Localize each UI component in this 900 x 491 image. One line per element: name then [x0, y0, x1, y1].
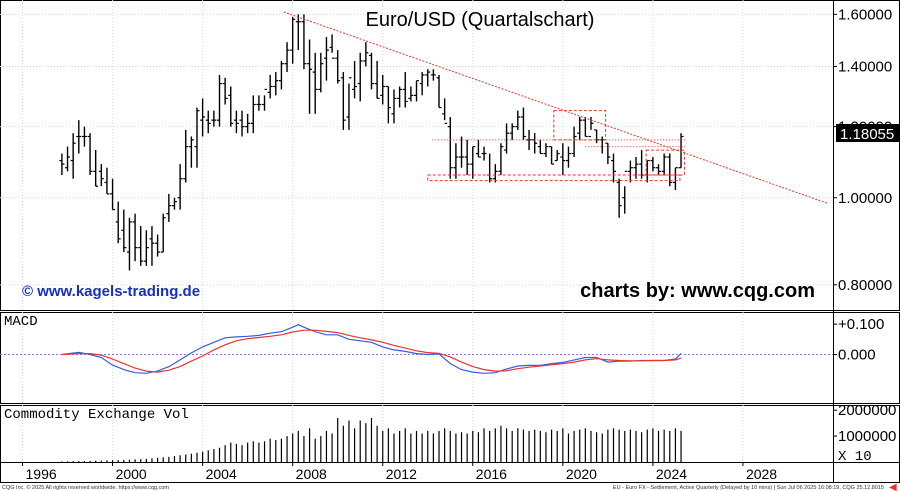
axis-labels: 1996 2000 2004 2008 2012 2016 2020 2024 2028 1.60…	[22, 6, 900, 482]
x-tick-label: 2008	[296, 466, 327, 482]
resistance-trendline	[283, 11, 829, 205]
x-tick-label: 2000	[116, 466, 147, 482]
macd-line	[61, 324, 682, 374]
support-zone-box	[427, 174, 681, 182]
price-tick-label: 1.60000	[838, 6, 892, 23]
x-tick-label: 1996	[26, 466, 57, 482]
signal-line	[61, 329, 682, 373]
chart-title: Euro/USD (Quartalschart)	[366, 9, 595, 31]
grid-lines	[0, 0, 833, 462]
footer-right: EU - Euro FX - Settlement, Active Quarte…	[613, 485, 884, 491]
price-tick-label: 1.00000	[838, 190, 892, 207]
x-tick-label: 2024	[656, 466, 687, 482]
macd-panel	[0, 324, 833, 374]
volume-tick-label: 2000000	[838, 402, 896, 419]
x-tick-label: 2016	[476, 466, 507, 482]
panel-frame-1	[0, 312, 900, 404]
scroll-arrow-icon[interactable]: ◀	[889, 482, 897, 491]
watermark-left: © www.kagels-trading.de	[22, 283, 200, 300]
price-panel	[59, 14, 684, 271]
last-price-badge	[836, 123, 900, 142]
macd-tick-label: +0.100	[838, 316, 884, 333]
watermark-right: charts by: www.cqg.com	[580, 280, 815, 302]
price-tick-label: 0.80000	[838, 277, 892, 294]
volume-panel	[61, 417, 682, 462]
volume-panel-title: Commodity Exchange Vol	[4, 407, 189, 423]
x-tick-label: 2004	[206, 466, 237, 482]
x-tick-label: 2028	[746, 466, 777, 482]
last-price-label: 1.18055	[840, 126, 894, 143]
price-overlays	[283, 11, 829, 205]
price-tick-label: 1.40000	[838, 58, 892, 75]
footer-left: CQG Inc. © 2025 All rights reserved worl…	[2, 484, 169, 491]
macd-tick-label: 0.000	[838, 346, 876, 363]
volume-tick-label: 1000000	[838, 428, 896, 445]
x-tick-label: 2020	[566, 466, 597, 482]
volume-unit-label: X 10	[838, 449, 872, 465]
x-tick-label: 2012	[386, 466, 417, 482]
support-zone-box	[645, 149, 685, 176]
macd-panel-title: MACD	[4, 314, 38, 330]
